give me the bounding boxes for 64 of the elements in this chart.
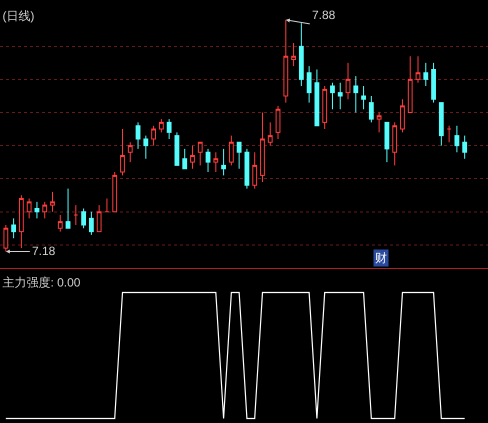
candlestick bbox=[384, 122, 390, 163]
candlestick bbox=[206, 148, 210, 173]
candlestick bbox=[128, 142, 133, 163]
candlestick bbox=[400, 98, 405, 133]
candlestick bbox=[260, 112, 265, 182]
candlestick bbox=[112, 172, 118, 212]
candlestick bbox=[73, 204, 78, 226]
candlestick bbox=[376, 112, 382, 133]
candlestick bbox=[244, 148, 250, 190]
candlestick bbox=[96, 204, 102, 232]
candlestick bbox=[268, 122, 273, 146]
annotation: 7.18 bbox=[32, 244, 56, 258]
candlestick bbox=[190, 145, 195, 170]
candlestick bbox=[423, 62, 428, 87]
candlestick bbox=[158, 118, 164, 133]
annotation: 7.88 bbox=[312, 8, 336, 22]
candlestick bbox=[346, 62, 350, 100]
candlestick bbox=[66, 188, 70, 229]
candlestick bbox=[42, 201, 48, 219]
candlestick bbox=[198, 142, 203, 166]
candlestick bbox=[446, 125, 452, 143]
candlestick bbox=[50, 191, 55, 212]
candlestick bbox=[18, 194, 24, 249]
candlestick bbox=[416, 56, 420, 84]
candlestick bbox=[11, 218, 16, 239]
candlestick bbox=[298, 22, 304, 87]
candlestick bbox=[408, 56, 413, 113]
candlestick bbox=[221, 148, 226, 176]
text: (日线) bbox=[2, 9, 34, 24]
candlestick bbox=[136, 122, 140, 150]
candlestick bbox=[368, 95, 374, 123]
candlestick bbox=[392, 122, 398, 166]
candlestick bbox=[361, 86, 366, 110]
candlestick bbox=[151, 125, 156, 146]
candlestick bbox=[291, 42, 296, 67]
candlestick bbox=[213, 152, 218, 173]
candlestick bbox=[454, 125, 460, 153]
candlestick bbox=[174, 132, 180, 166]
candlestick bbox=[182, 148, 188, 170]
candlestick bbox=[306, 66, 312, 104]
candlestick bbox=[34, 201, 40, 219]
candlestick bbox=[322, 86, 328, 130]
candlestick bbox=[330, 82, 335, 110]
candlestick bbox=[26, 198, 32, 219]
chart-title: 主力强度: 0.00 bbox=[2, 276, 81, 290]
candlestick bbox=[276, 105, 280, 140]
candlestick bbox=[3, 224, 8, 252]
candlestick bbox=[120, 128, 125, 176]
annotation: 财 bbox=[375, 251, 387, 265]
candlestick bbox=[431, 62, 436, 104]
candlestick bbox=[88, 211, 94, 236]
candlestick bbox=[438, 102, 444, 146]
candlestick bbox=[58, 214, 63, 232]
candlestick bbox=[228, 135, 234, 166]
candlestick bbox=[462, 135, 468, 160]
candlestick bbox=[252, 152, 258, 190]
candlestick bbox=[236, 142, 242, 170]
candlestick bbox=[338, 82, 343, 110]
candlestick bbox=[81, 208, 86, 229]
candlestick bbox=[353, 76, 358, 113]
candlestick bbox=[314, 68, 320, 126]
candlestick bbox=[143, 135, 148, 160]
candlestick bbox=[166, 118, 172, 140]
candlestick bbox=[104, 198, 110, 212]
